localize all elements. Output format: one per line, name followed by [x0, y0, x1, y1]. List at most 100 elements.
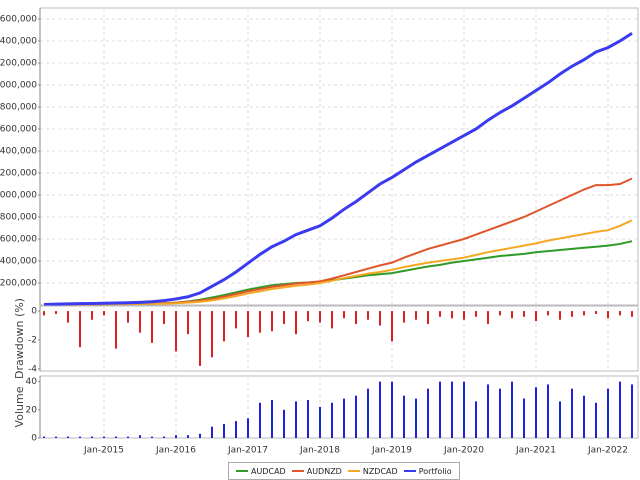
x-tick-label: Jan-2018 — [299, 446, 340, 456]
bar — [451, 311, 453, 319]
x-tick-label: Jan-2020 — [443, 446, 484, 456]
bar — [259, 311, 261, 333]
bar — [67, 311, 69, 323]
x-tick-label: Jan-2016 — [155, 446, 196, 456]
bar — [331, 311, 333, 329]
bar — [187, 435, 189, 438]
plot-area — [39, 7, 639, 306]
bar — [595, 402, 597, 438]
bar — [559, 311, 561, 320]
series-line — [43, 219, 633, 306]
bar — [367, 311, 369, 320]
bar — [307, 399, 309, 438]
bar — [463, 381, 465, 438]
y-tick-label: 800,000 — [0, 213, 37, 223]
bar — [619, 311, 621, 316]
legend-label: AUDNZD — [306, 466, 342, 476]
bar — [403, 395, 405, 438]
bar — [343, 311, 345, 319]
y-tick-label: 20 — [26, 405, 38, 415]
y-tick-label: 600,000 — [0, 235, 37, 245]
y-tick-label: 1,600,000 — [0, 125, 37, 135]
y-axis-title: Drawdown (%) — [13, 298, 26, 379]
x-tick-label: Jan-2015 — [83, 446, 124, 456]
bar — [127, 311, 129, 323]
bar — [619, 381, 621, 438]
bar — [415, 398, 417, 438]
bar — [163, 311, 165, 325]
bar — [283, 311, 285, 325]
bar — [571, 311, 573, 317]
bar — [163, 436, 165, 438]
y-tick-label: 400,000 — [0, 257, 37, 267]
bar — [211, 311, 213, 358]
x-tick-label: Jan-2021 — [515, 446, 556, 456]
legend-swatch — [236, 470, 248, 472]
bar — [79, 311, 81, 348]
bar — [319, 407, 321, 438]
bar — [103, 436, 105, 438]
y-tick-label: 1,200,000 — [0, 169, 37, 179]
plot-area — [39, 375, 639, 439]
bar — [223, 423, 225, 438]
bar — [391, 311, 393, 342]
bar — [151, 311, 153, 343]
x-tick-label: Jan-2019 — [371, 446, 412, 456]
legend-label: NZDCAD — [362, 466, 398, 476]
y-tick-label: 1,800,000 — [0, 103, 37, 113]
legend-item: NZDCAD — [347, 466, 398, 476]
bar — [427, 388, 429, 438]
bar — [319, 311, 321, 323]
legend-item: Portfolio — [403, 466, 452, 476]
bar — [271, 311, 273, 332]
bar — [547, 311, 549, 316]
bar — [475, 401, 477, 438]
bar — [103, 311, 105, 316]
y-tick-label: -2 — [28, 335, 37, 345]
bar — [355, 311, 357, 325]
bar — [499, 388, 501, 438]
bar — [307, 311, 309, 322]
bar — [511, 311, 513, 319]
bar — [295, 401, 297, 438]
y-tick-label: 1,400,000 — [0, 147, 37, 157]
bar — [523, 311, 525, 317]
bar — [223, 311, 225, 342]
bar — [583, 395, 585, 438]
bar — [535, 387, 537, 438]
legend: AUDCAD AUDNZD NZDCAD Portfolio — [228, 462, 460, 480]
chart: 200,000 400,000 600,000 800,000 1,000,000 1,2… — [0, 7, 639, 456]
bar — [631, 384, 633, 438]
y-tick-label: 200,000 — [0, 279, 37, 289]
bar — [55, 311, 57, 314]
y-tick-label: 0 — [31, 307, 37, 317]
bar — [295, 311, 297, 335]
bar — [139, 435, 141, 438]
bar — [115, 436, 117, 438]
bar — [271, 399, 273, 438]
bar — [235, 311, 237, 329]
y-tick-label: 2,600,000 — [0, 15, 37, 25]
bar — [571, 388, 573, 438]
legend-label: AUDCAD — [251, 466, 286, 476]
bar — [379, 311, 381, 326]
bar — [463, 311, 465, 320]
y-tick-label: 1,000,000 — [0, 191, 37, 201]
y-tick-label: 2,400,000 — [0, 37, 37, 47]
bar — [247, 418, 249, 438]
bar — [631, 311, 633, 317]
legend-label: Portfolio — [418, 466, 452, 476]
plot-area — [39, 305, 639, 372]
bar — [283, 409, 285, 438]
series-line — [43, 32, 633, 306]
y-tick-label: 40 — [26, 377, 38, 387]
bar — [127, 436, 129, 438]
y-tick-label: 0 — [31, 434, 37, 444]
bar — [559, 401, 561, 438]
bar — [259, 402, 261, 438]
bar — [235, 421, 237, 438]
bar — [91, 436, 93, 438]
bar — [355, 395, 357, 438]
legend-item: AUDCAD — [236, 467, 286, 476]
